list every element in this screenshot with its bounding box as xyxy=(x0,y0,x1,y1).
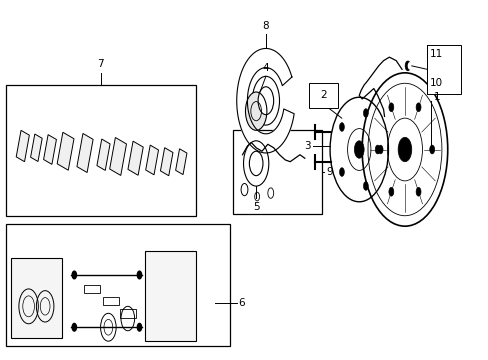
Bar xyxy=(103,297,119,306)
Bar xyxy=(145,145,158,175)
Bar xyxy=(84,284,100,293)
Circle shape xyxy=(407,62,411,70)
Circle shape xyxy=(137,323,142,331)
Circle shape xyxy=(415,188,420,196)
Circle shape xyxy=(72,271,76,279)
Bar xyxy=(308,83,337,108)
Bar xyxy=(11,257,61,338)
Circle shape xyxy=(397,137,411,162)
Circle shape xyxy=(258,87,273,114)
Text: 3: 3 xyxy=(304,141,310,151)
Bar xyxy=(43,135,56,165)
Circle shape xyxy=(415,103,420,112)
Circle shape xyxy=(374,145,379,154)
Bar xyxy=(160,148,173,176)
Bar xyxy=(77,134,93,172)
Circle shape xyxy=(388,188,393,196)
Bar xyxy=(120,309,135,318)
Text: 6: 6 xyxy=(238,298,245,308)
Bar xyxy=(109,138,126,175)
Text: 4: 4 xyxy=(262,63,269,73)
Bar xyxy=(427,45,460,94)
Text: 8: 8 xyxy=(262,21,269,31)
Bar xyxy=(6,224,229,346)
Bar xyxy=(16,130,29,162)
Circle shape xyxy=(377,145,382,154)
Bar xyxy=(128,141,143,175)
Bar xyxy=(6,85,196,216)
Bar xyxy=(31,134,42,162)
Circle shape xyxy=(245,92,266,130)
Circle shape xyxy=(429,145,434,154)
Text: 1: 1 xyxy=(433,92,440,102)
Circle shape xyxy=(137,271,142,279)
Circle shape xyxy=(388,103,393,112)
Polygon shape xyxy=(236,49,294,153)
Text: 9: 9 xyxy=(325,167,332,177)
Text: 2: 2 xyxy=(319,90,326,100)
Circle shape xyxy=(363,181,367,190)
Text: 7: 7 xyxy=(97,59,103,69)
Circle shape xyxy=(363,109,367,117)
Bar xyxy=(175,149,186,175)
Circle shape xyxy=(405,61,410,71)
Circle shape xyxy=(339,123,344,131)
Bar xyxy=(232,130,322,214)
Text: 5: 5 xyxy=(252,202,259,212)
Circle shape xyxy=(249,151,263,176)
Bar xyxy=(145,251,196,341)
Text: 10: 10 xyxy=(429,78,443,88)
Circle shape xyxy=(354,141,364,158)
Circle shape xyxy=(339,168,344,176)
Circle shape xyxy=(72,323,76,331)
Bar xyxy=(97,139,110,170)
Text: 11: 11 xyxy=(429,49,443,59)
Bar xyxy=(57,132,74,170)
